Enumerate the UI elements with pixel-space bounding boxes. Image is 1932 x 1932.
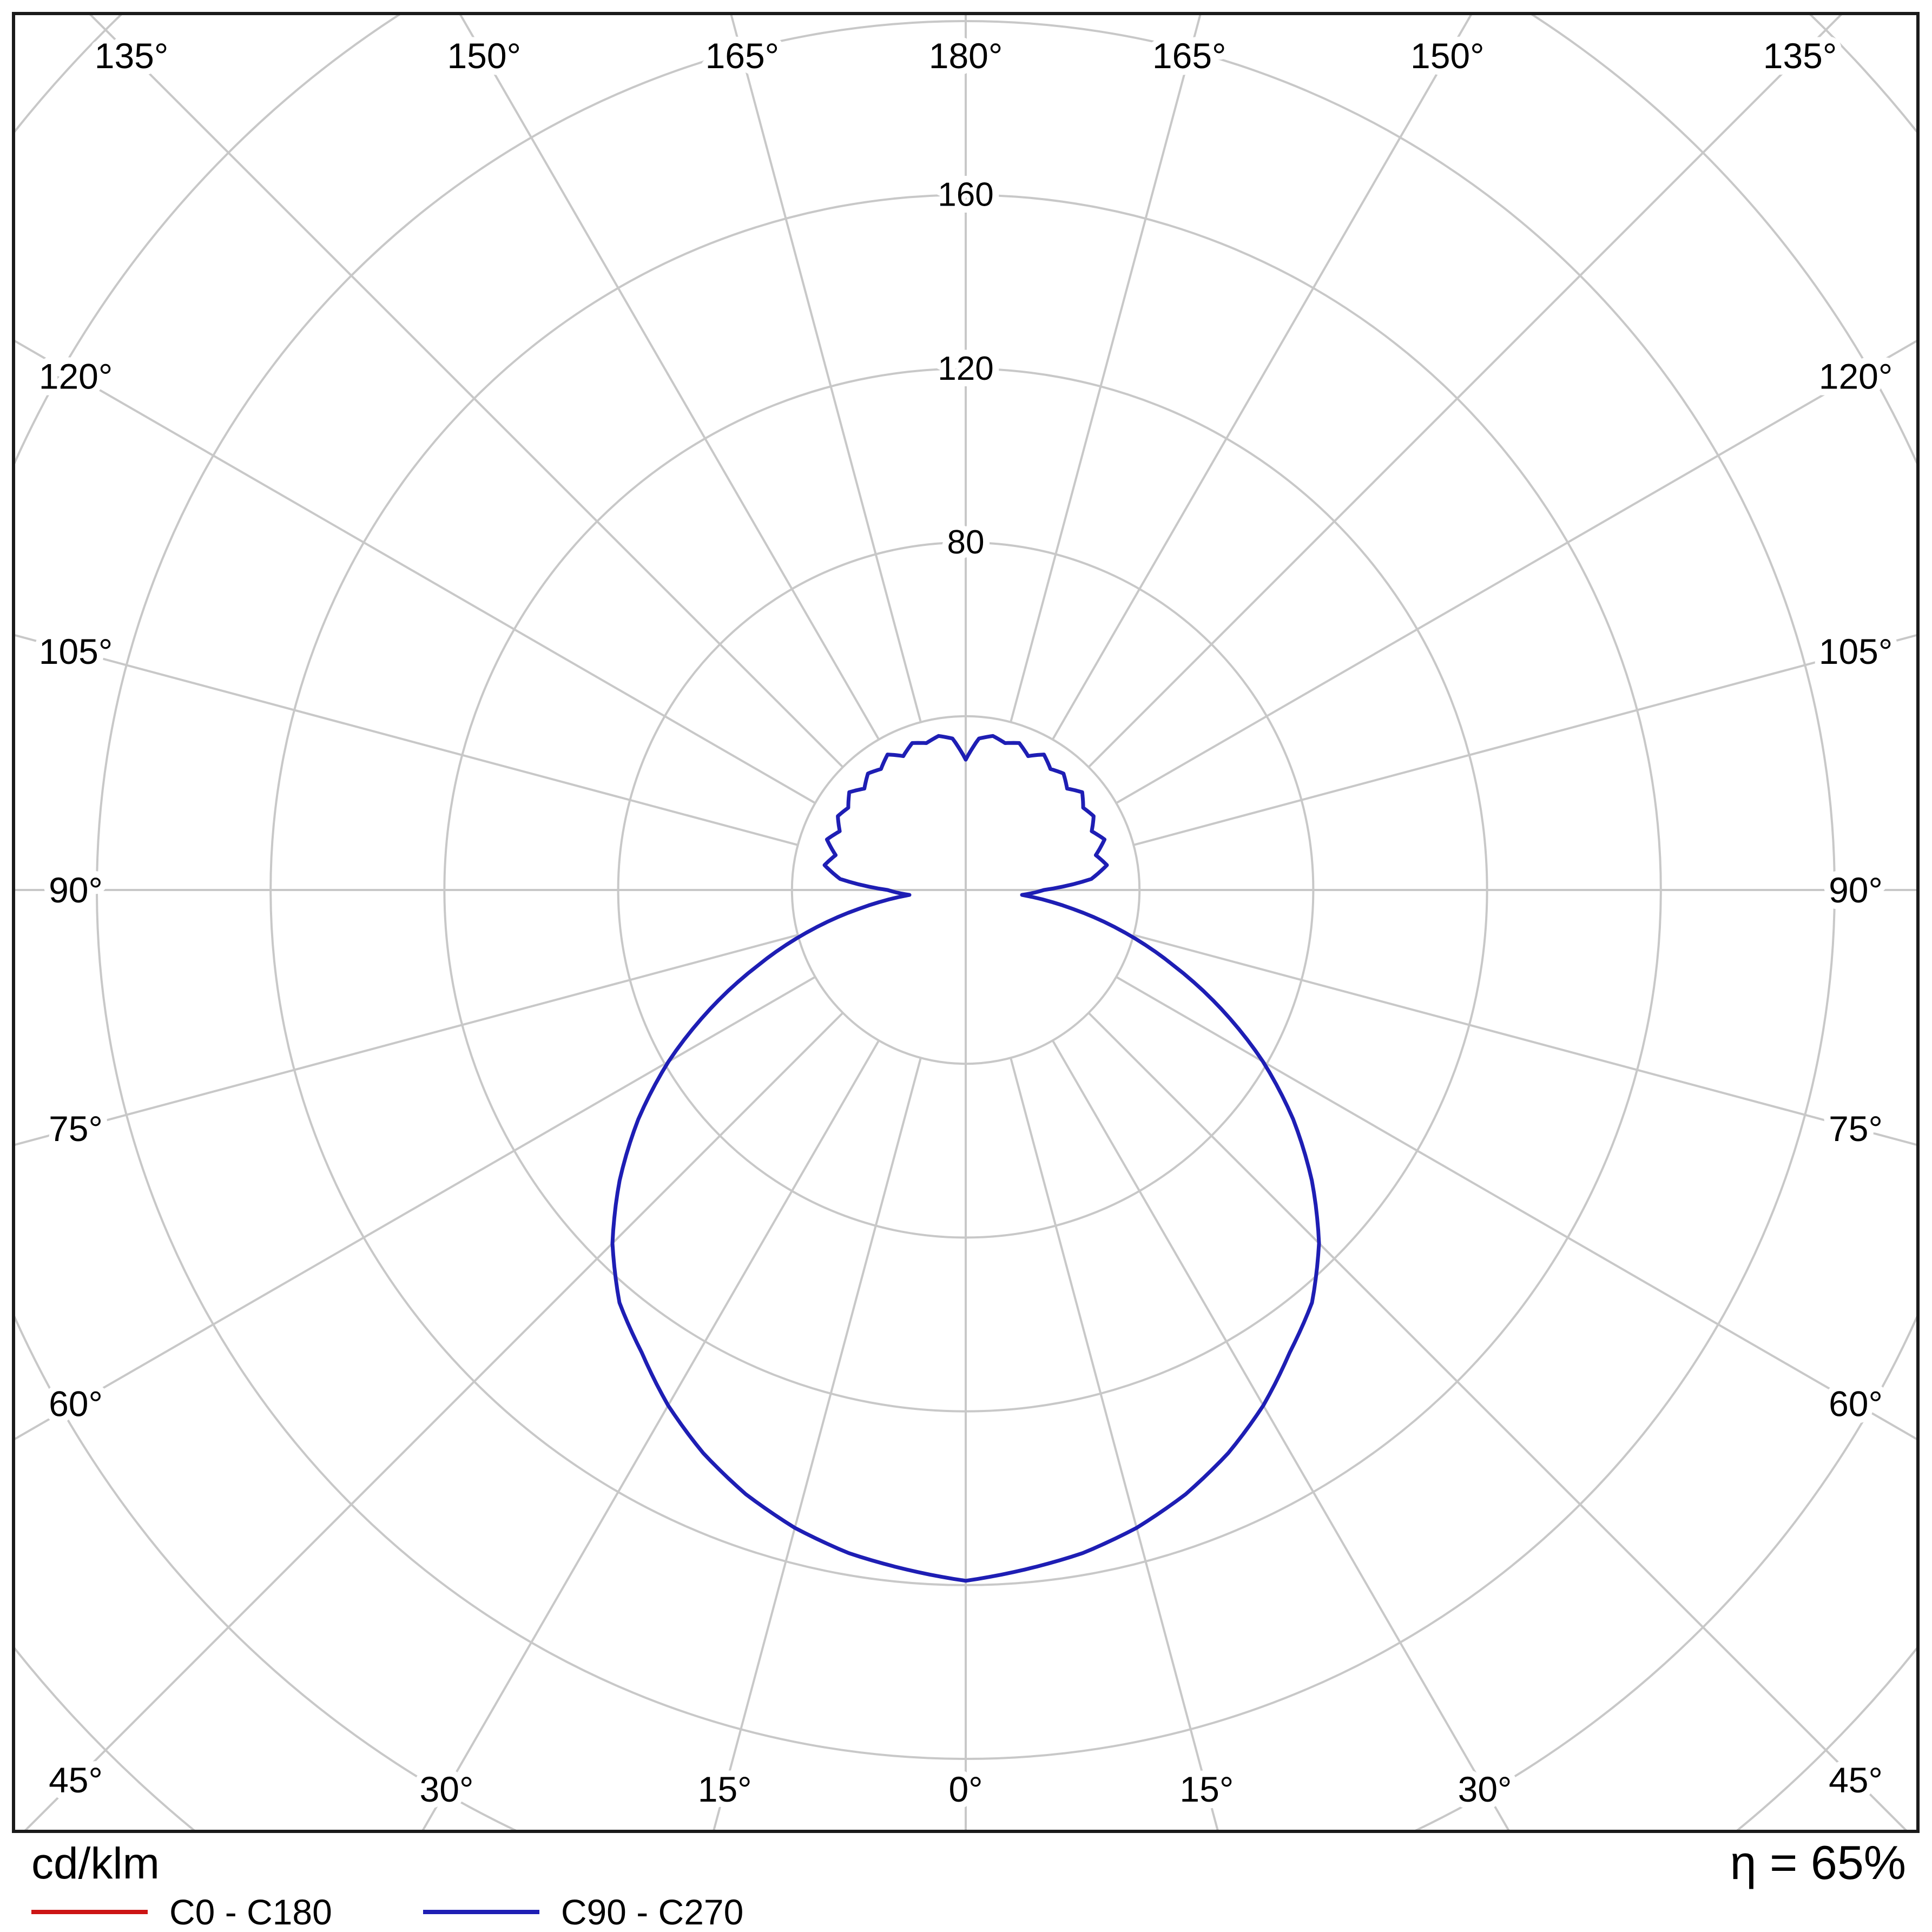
legend-label-c90-c270: C90 - C270 — [561, 1892, 744, 1932]
grid-spoke-255 — [15, 634, 799, 846]
grid-spoke-75 — [1133, 934, 1916, 1146]
grid-spoke-60 — [1116, 975, 1916, 1440]
angle-label-90: 90° — [49, 870, 103, 910]
angle-label-150: 150° — [1410, 36, 1485, 76]
angle-label-60: 60° — [1829, 1384, 1883, 1424]
angle-label-180: 180° — [929, 36, 1003, 76]
legend-swatch-red-line — [31, 1910, 148, 1914]
grid-spoke-105 — [1133, 634, 1916, 846]
angle-label-75: 75° — [49, 1109, 103, 1149]
angle-label-30: 30° — [420, 1769, 474, 1809]
grid-spoke-345 — [713, 1057, 922, 1830]
plot-frame — [12, 12, 1920, 1833]
ring-label-80: 80 — [947, 524, 985, 561]
angle-label-120: 120° — [1819, 356, 1893, 396]
grid-spoke-195 — [730, 15, 922, 723]
angle-label-15: 15° — [1179, 1769, 1234, 1809]
angle-label-120: 120° — [39, 356, 113, 396]
grid-spoke-210 — [459, 15, 880, 740]
ring-label-120: 120 — [938, 350, 993, 387]
grid-spoke-165 — [1010, 15, 1202, 723]
angle-label-150: 150° — [447, 36, 521, 76]
angle-label-60: 60° — [49, 1384, 103, 1424]
angle-label-135: 135° — [1763, 36, 1837, 76]
grid-spoke-300 — [15, 975, 816, 1440]
grid-spoke-135 — [1087, 15, 1842, 768]
angle-label-165: 165° — [1152, 36, 1227, 76]
legend: C0 - C180 C90 - C270 — [31, 1891, 743, 1932]
angle-label-105: 105° — [39, 631, 113, 671]
efficiency-label: η = 65% — [1730, 1836, 1906, 1889]
grid-spoke-285 — [15, 934, 799, 1146]
units-label: cd/klm — [31, 1839, 160, 1888]
angle-label-75: 75° — [1829, 1109, 1883, 1149]
angle-label-105: 105° — [1819, 631, 1893, 671]
grid-spoke-315 — [24, 1012, 844, 1830]
angle-label-15: 15° — [698, 1769, 752, 1809]
series-curve-1 — [610, 734, 1321, 1583]
angle-label-0: 0° — [948, 1769, 983, 1809]
grid-spoke-15 — [1010, 1057, 1219, 1830]
grid-spoke-240 — [15, 340, 816, 805]
angle-label-30: 30° — [1458, 1769, 1512, 1809]
legend-swatch-blue-line — [423, 1910, 539, 1914]
legend-label-c0-c180: C0 - C180 — [169, 1892, 332, 1932]
legend-item-c90-c270: C90 - C270 — [423, 1891, 744, 1932]
axis-labels: 80 120 160 0° 15° 15° 30° 30° 45° 45° 60° 60° 75° 75°… — [32, 29, 1900, 1816]
legend-item-c0-c180: C0 - C180 — [31, 1891, 332, 1932]
angle-label-45: 45° — [1829, 1760, 1883, 1800]
grid-spoke-225 — [89, 15, 844, 768]
grid-spoke-30 — [1051, 1040, 1510, 1830]
grid-spoke-150 — [1051, 15, 1472, 740]
angle-label-45: 45° — [49, 1760, 103, 1800]
grid-spoke-120 — [1116, 340, 1916, 805]
angle-label-135: 135° — [95, 36, 169, 76]
grid-spoke-45 — [1087, 1012, 1907, 1830]
grid-spoke-330 — [421, 1040, 880, 1830]
angle-label-90: 90° — [1829, 870, 1883, 910]
angle-label-165: 165° — [705, 36, 780, 76]
ring-label-160: 160 — [938, 176, 993, 214]
